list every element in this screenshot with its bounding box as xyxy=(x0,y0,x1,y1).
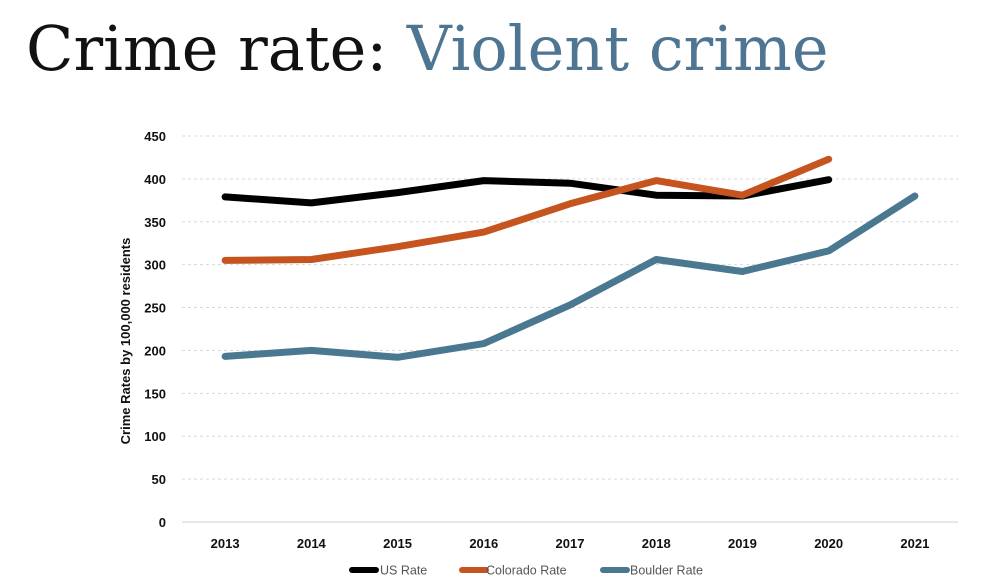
data-point xyxy=(483,343,485,345)
series-lines xyxy=(221,155,919,361)
data-point xyxy=(828,250,830,252)
x-tick-label: 2021 xyxy=(900,536,929,551)
data-point xyxy=(224,259,226,261)
legend-label: US Rate xyxy=(380,564,427,578)
series-line-1 xyxy=(221,155,833,264)
title-separator: : xyxy=(366,12,388,85)
data-point xyxy=(483,180,485,182)
data-point xyxy=(741,194,743,196)
data-point xyxy=(914,195,916,197)
data-point xyxy=(741,271,743,273)
y-tick-label: 300 xyxy=(144,258,166,273)
y-tick-label: 100 xyxy=(144,429,166,444)
data-point xyxy=(655,180,657,182)
data-point xyxy=(569,304,571,306)
data-point xyxy=(397,192,399,194)
y-tick-label: 450 xyxy=(144,129,166,144)
data-point xyxy=(655,259,657,261)
y-tick-label: 350 xyxy=(144,215,166,230)
title-accent: Violent crime xyxy=(406,12,829,85)
x-tick-label: 2014 xyxy=(297,536,327,551)
data-point xyxy=(224,355,226,357)
data-point xyxy=(483,231,485,233)
y-tick-label: 150 xyxy=(144,386,166,401)
data-point xyxy=(224,196,226,198)
title-prefix: Crime rate xyxy=(26,12,367,85)
y-tick-label: 400 xyxy=(144,172,166,187)
x-tick-label: 2015 xyxy=(383,536,412,551)
legend-label: Colorado Rate xyxy=(486,564,567,578)
page-title: Crime rate: Violent crime xyxy=(26,18,829,80)
legend-label: Boulder Rate xyxy=(630,564,703,578)
data-point xyxy=(397,246,399,248)
data-point xyxy=(397,356,399,358)
series-line-2 xyxy=(221,192,919,361)
x-tick-label: 2017 xyxy=(556,536,585,551)
data-point xyxy=(569,203,571,205)
y-tick-label: 50 xyxy=(152,472,166,487)
y-tick-label: 0 xyxy=(159,515,166,530)
data-point xyxy=(310,349,312,351)
x-axis-ticks: 2013 2014 2015 2016 2017 2018 2019 2020 2021 xyxy=(211,536,930,551)
legend: US Rate Colorado Rate Boulder Rate xyxy=(349,564,703,578)
x-tick-label: 2013 xyxy=(211,536,240,551)
y-axis-ticks: 0 50 100 150 200 250 300 350 400 450 xyxy=(144,129,166,530)
y-tick-label: 250 xyxy=(144,301,166,316)
data-point xyxy=(655,194,657,196)
x-tick-label: 2016 xyxy=(469,536,498,551)
x-tick-label: 2018 xyxy=(642,536,671,551)
data-point xyxy=(569,182,571,184)
y-tick-label: 200 xyxy=(144,343,166,358)
data-point xyxy=(310,259,312,261)
data-point xyxy=(828,179,830,181)
data-point xyxy=(828,158,830,160)
x-tick-label: 2020 xyxy=(814,536,843,551)
y-axis-label: Crime Rates by 100,000 residents xyxy=(118,238,133,445)
x-tick-label: 2019 xyxy=(728,536,757,551)
data-point xyxy=(310,202,312,204)
